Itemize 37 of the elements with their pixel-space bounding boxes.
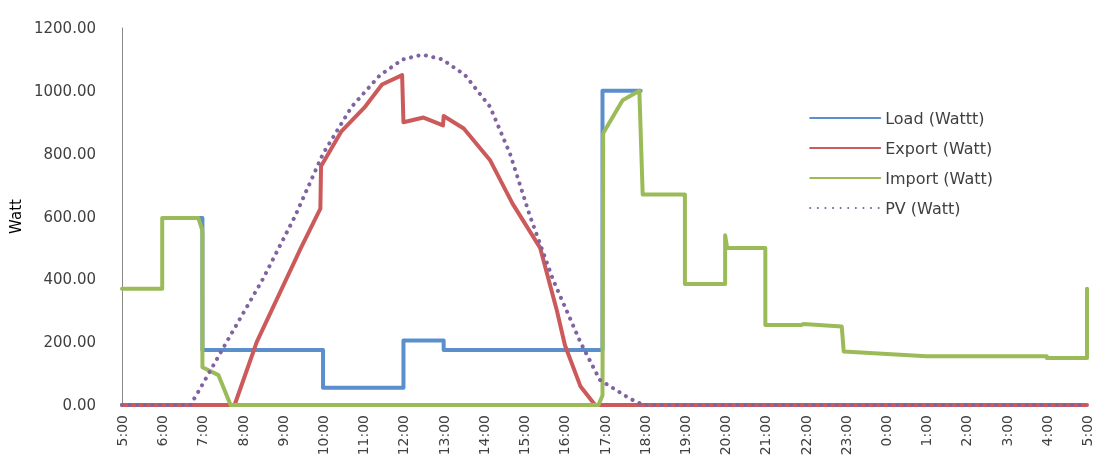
- x-tick-label: 1:00: [918, 415, 935, 447]
- y-tick-label: 600.00: [43, 207, 96, 226]
- x-tick-label: 7:00: [194, 415, 211, 447]
- x-tick-label: 16:00: [556, 415, 573, 456]
- x-tick-label: 15:00: [516, 415, 533, 456]
- x-tick-label: 3:00: [998, 415, 1015, 447]
- y-axis-title: Watt: [6, 198, 25, 234]
- x-tick-label: 17:00: [596, 415, 613, 456]
- x-tick-label: 11:00: [355, 415, 372, 456]
- x-tick-label: 10:00: [315, 415, 332, 456]
- x-tick-label: 5:00: [114, 415, 130, 447]
- x-tick-label: 0:00: [877, 415, 894, 447]
- y-tick-label: 200.00: [43, 333, 96, 352]
- x-tick-label: 8:00: [234, 415, 251, 447]
- x-tick-label: 18:00: [636, 415, 653, 456]
- y-tick-label: 400.00: [43, 270, 96, 289]
- y-tick-label: 800.00: [43, 144, 96, 163]
- x-tick-label: 5:00: [1079, 415, 1095, 447]
- x-tick-label: 2:00: [958, 415, 975, 447]
- y-tick-label: 1000.00: [33, 81, 96, 100]
- x-tick-label: 14:00: [475, 415, 492, 456]
- legend-label: Import (Watt): [885, 168, 994, 188]
- x-tick-label: 21:00: [757, 415, 774, 456]
- x-tick-label: 12:00: [395, 415, 412, 456]
- x-tick-label: 9:00: [274, 415, 291, 447]
- x-tick-label: 22:00: [797, 415, 814, 456]
- x-tick-label: 6:00: [154, 415, 171, 447]
- x-tick-label: 19:00: [676, 415, 693, 456]
- x-tick-label: 20:00: [717, 415, 734, 456]
- y-tick-label: 0.00: [62, 396, 96, 414]
- x-tick-label: 4:00: [1038, 415, 1055, 447]
- legend-label: PV (Watt): [885, 198, 961, 218]
- legend-label: Load (Wattt): [885, 108, 985, 128]
- x-tick-label: 13:00: [435, 415, 452, 456]
- legend-label: Export (Watt): [885, 138, 993, 158]
- x-tick-label: 23:00: [837, 415, 854, 456]
- y-tick-label: 1200.00: [33, 19, 96, 37]
